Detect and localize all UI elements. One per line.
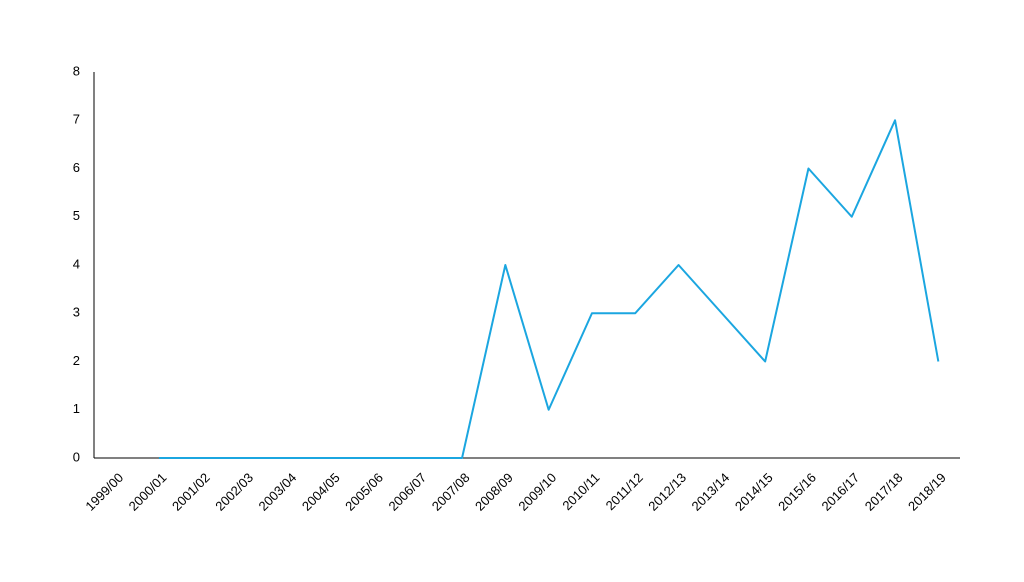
x-tick-label: 2017/18	[862, 470, 906, 514]
x-tick-label: 2003/04	[256, 470, 300, 514]
x-tick-label: 2014/15	[732, 470, 776, 514]
y-tick-label: 8	[73, 63, 80, 78]
data-line	[158, 119, 940, 459]
x-tick-label: 2002/03	[212, 470, 256, 514]
y-tick-label: 0	[73, 449, 80, 464]
x-tick-label: 2010/11	[559, 470, 602, 513]
x-tick-label: 2006/07	[385, 470, 429, 514]
y-tick-label: 7	[73, 112, 80, 127]
x-tick-label: 2008/09	[472, 470, 516, 514]
x-tick-label: 2013/14	[689, 470, 733, 514]
x-tick-label: 2004/05	[299, 470, 343, 514]
x-tick-label: 2018/19	[905, 470, 949, 514]
y-tick-label: 3	[73, 305, 80, 320]
x-tick-label: 2011/12	[603, 470, 646, 513]
y-tick-label: 5	[73, 208, 80, 223]
x-tick-label: 2012/13	[645, 470, 689, 514]
y-tick-label: 6	[73, 160, 80, 175]
x-tick-label: 2009/10	[515, 470, 559, 514]
x-tick-label: 2000/01	[126, 470, 170, 514]
y-tick-label: 4	[73, 256, 80, 271]
y-tick-label: 2	[73, 353, 80, 368]
x-tick-label: 2001/02	[169, 470, 213, 514]
x-tick-label: 1999/00	[82, 470, 126, 514]
x-tick-label: 2015/16	[775, 470, 819, 514]
x-tick-label: 2007/08	[429, 470, 473, 514]
y-tick-label: 1	[73, 401, 80, 416]
x-tick-label: 2016/17	[818, 470, 862, 514]
x-tick-label: 2005/06	[342, 470, 386, 514]
